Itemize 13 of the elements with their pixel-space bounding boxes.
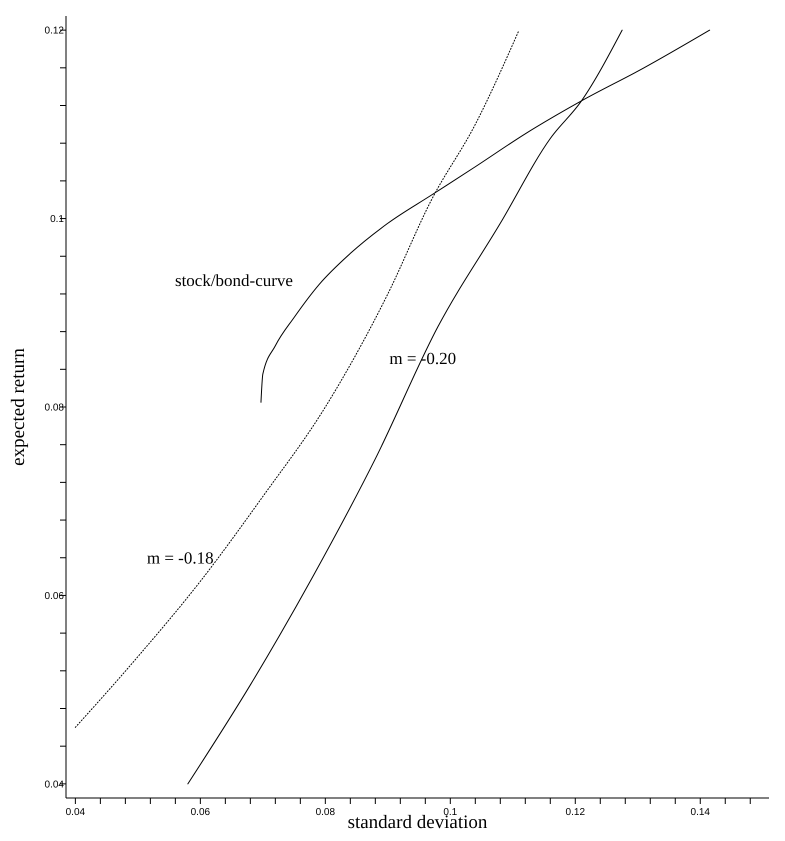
- y-axis-title: expected return: [8, 348, 29, 466]
- x-tick-label: 0.12: [566, 807, 586, 818]
- annotation: stock/bond-curve: [174, 270, 293, 290]
- annotation: m = -0.18: [146, 548, 214, 568]
- x-tick-label: 0.14: [690, 807, 710, 818]
- x-tick-label: 0.08: [316, 807, 336, 818]
- y-tick-label: 0.1: [50, 214, 64, 226]
- y-tick-label: 0.06: [44, 590, 64, 602]
- y-tick-label: 0.12: [44, 26, 64, 37]
- x-tick-label: 0.06: [190, 807, 211, 818]
- x-tick-label: 0.04: [66, 807, 86, 818]
- annotation: m = -0.20: [389, 348, 456, 368]
- y-tick-label: 0.04: [44, 779, 64, 790]
